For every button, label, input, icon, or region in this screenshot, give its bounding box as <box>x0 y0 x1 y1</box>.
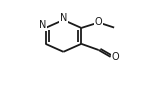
Text: N: N <box>39 20 46 30</box>
Text: O: O <box>95 17 102 27</box>
Text: O: O <box>111 52 119 62</box>
Text: N: N <box>60 13 67 23</box>
